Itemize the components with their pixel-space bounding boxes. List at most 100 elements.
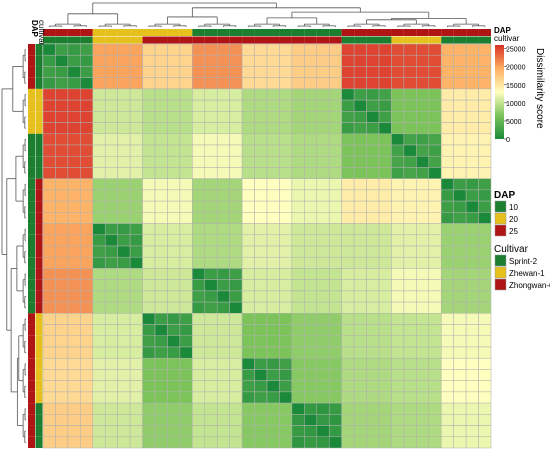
heatmap-cell — [254, 200, 268, 213]
heatmap-cell — [254, 290, 268, 303]
heatmap-cell — [104, 178, 118, 191]
heatmap-cell — [304, 346, 318, 359]
heatmap-cell — [391, 133, 405, 146]
heatmap-cell — [279, 167, 293, 179]
heatmap-cell — [216, 290, 230, 303]
heatmap-cell — [353, 245, 367, 258]
heatmap-cell — [416, 425, 430, 438]
heatmap-cell — [80, 335, 94, 348]
heatmap-cell — [67, 200, 81, 213]
heatmap-cell — [241, 357, 255, 370]
colorbar-tick-label: 15000 — [506, 83, 526, 90]
top-dap-cell — [229, 29, 243, 36]
heatmap-cell — [453, 133, 467, 146]
heatmap-cell — [216, 144, 230, 157]
heatmap-cell — [453, 245, 467, 258]
heatmap-cell — [154, 414, 168, 426]
heatmap-cell — [378, 313, 392, 325]
heatmap-cell — [403, 212, 417, 224]
heatmap-cell — [316, 301, 330, 314]
heatmap-cell — [328, 223, 342, 236]
heatmap-cell — [229, 167, 243, 179]
heatmap-cell — [391, 301, 405, 314]
heatmap-cell — [403, 144, 417, 157]
heatmap-cell — [80, 66, 94, 78]
heatmap-cell — [117, 290, 131, 303]
heatmap-cell — [129, 200, 143, 213]
heatmap-cell — [341, 391, 355, 404]
heatmap-cell — [478, 178, 492, 191]
heatmap-cell — [129, 369, 143, 381]
heatmap-cell — [229, 391, 243, 404]
heatmap-cell — [465, 346, 479, 359]
heatmap-cell — [341, 133, 355, 146]
heatmap-cell — [104, 245, 118, 258]
top-cultivar-cell — [67, 36, 81, 44]
heatmap-cell — [204, 155, 218, 168]
heatmap-cell — [416, 178, 430, 191]
heatmap-cell — [478, 256, 492, 269]
heatmap-cell — [55, 414, 69, 426]
heatmap-cell — [403, 234, 417, 247]
heatmap-cell — [291, 111, 305, 123]
cultivar-legend-label: Sprint-2 — [509, 257, 538, 266]
heatmap-cell — [440, 346, 454, 359]
heatmap-cell — [328, 301, 342, 314]
heatmap-cell — [254, 223, 268, 236]
side-cultivar-cell — [35, 246, 43, 258]
heatmap-cell — [229, 256, 243, 269]
heatmap-cell — [67, 380, 81, 393]
heatmap-cell — [440, 380, 454, 393]
heatmap-cell — [154, 200, 168, 213]
heatmap-cell — [391, 313, 405, 325]
heatmap-cell — [67, 77, 81, 90]
heatmap-cell — [216, 167, 230, 179]
heatmap-cell — [465, 77, 479, 90]
heatmap-cell — [453, 402, 467, 415]
heatmap-cell — [341, 88, 355, 101]
heatmap-cell — [453, 223, 467, 236]
heatmap-cell — [67, 268, 81, 280]
heatmap-cell — [67, 111, 81, 123]
top-dap-cell — [428, 29, 442, 36]
heatmap-cell — [391, 436, 405, 449]
heatmap-cell — [416, 88, 430, 101]
heatmap-cell — [167, 414, 181, 426]
side-cultivar-cell — [35, 189, 43, 202]
heatmap-cell — [42, 436, 56, 449]
top-cultivar-cell — [354, 36, 367, 44]
heatmap-cell — [378, 111, 392, 123]
heatmap-cell — [341, 380, 355, 393]
heatmap-cell — [391, 54, 405, 67]
heatmap-cell — [167, 425, 181, 438]
heatmap-cell — [266, 425, 280, 438]
heatmap-cell — [353, 436, 367, 449]
heatmap-cell — [428, 245, 442, 258]
heatmap-cell — [192, 436, 206, 449]
heatmap-cell — [341, 268, 355, 280]
side-cultivar-cell — [35, 212, 43, 224]
heatmap-cell — [216, 111, 230, 123]
heatmap-cell — [154, 436, 168, 449]
heatmap-cell — [192, 313, 206, 325]
heatmap-cell — [80, 402, 94, 415]
heatmap-cell — [254, 144, 268, 157]
heatmap-cell — [428, 369, 442, 381]
heatmap-cell — [104, 357, 118, 370]
heatmap-cell — [216, 313, 230, 325]
heatmap-cell — [192, 369, 206, 381]
heatmap-cell — [154, 256, 168, 269]
heatmap-cell — [142, 313, 156, 325]
heatmap-cell — [204, 290, 218, 303]
heatmap-cell — [142, 357, 156, 370]
heatmap-cell — [142, 99, 156, 112]
heatmap-cell — [291, 234, 305, 247]
heatmap-cell — [129, 380, 143, 393]
heatmap-cell — [341, 357, 355, 370]
heatmap-cell — [229, 155, 243, 168]
top-cultivar-cell — [267, 36, 280, 44]
heatmap-cell — [167, 111, 181, 123]
heatmap-cell — [192, 77, 206, 90]
heatmap-cell — [92, 155, 106, 168]
heatmap-cell — [254, 245, 268, 258]
